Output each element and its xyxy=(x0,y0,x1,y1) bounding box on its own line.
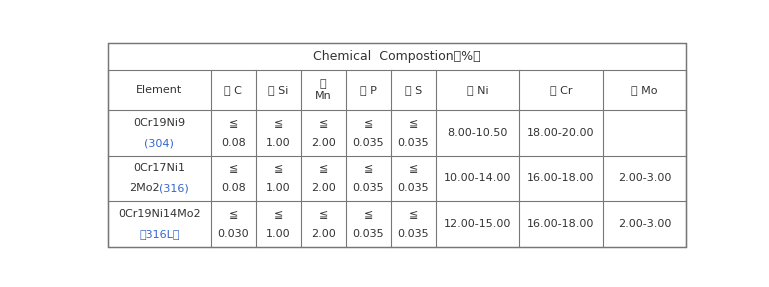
Text: 镖 Ni: 镖 Ni xyxy=(467,85,488,95)
Text: 0.030: 0.030 xyxy=(218,229,249,239)
Text: 0.035: 0.035 xyxy=(352,183,384,193)
Text: ≦: ≦ xyxy=(408,209,418,219)
Text: 1.00: 1.00 xyxy=(266,138,291,148)
Text: 0.035: 0.035 xyxy=(398,229,429,239)
Text: 2.00: 2.00 xyxy=(311,138,335,148)
Text: ≦: ≦ xyxy=(364,209,373,219)
Text: 18.00-20.00: 18.00-20.00 xyxy=(527,128,594,138)
Text: 0.08: 0.08 xyxy=(221,183,245,193)
Text: 1.00: 1.00 xyxy=(266,183,291,193)
Text: 0.08: 0.08 xyxy=(221,138,245,148)
Text: 2.00: 2.00 xyxy=(311,229,335,239)
Text: ≦: ≦ xyxy=(318,164,328,174)
Text: 10.00-14.00: 10.00-14.00 xyxy=(444,173,511,183)
Text: 8.00-10.50: 8.00-10.50 xyxy=(448,128,508,138)
Text: 0.035: 0.035 xyxy=(398,138,429,148)
Text: 16.00-18.00: 16.00-18.00 xyxy=(528,173,594,183)
Text: ≦: ≦ xyxy=(364,118,373,128)
Text: (316): (316) xyxy=(159,183,189,193)
Text: ≦: ≦ xyxy=(408,118,418,128)
Text: ≦: ≦ xyxy=(228,209,238,219)
Text: Chemical  Compostion（%）: Chemical Compostion（%） xyxy=(313,50,481,63)
Text: 鉄 Mo: 鉄 Mo xyxy=(631,85,657,95)
Text: (304): (304) xyxy=(145,138,175,148)
Text: 0Cr19Ni14Mo2: 0Cr19Ni14Mo2 xyxy=(118,209,201,219)
Text: ≦: ≦ xyxy=(318,209,328,219)
Text: 0.035: 0.035 xyxy=(398,183,429,193)
Text: 硫 S: 硫 S xyxy=(404,85,421,95)
Text: ≦: ≦ xyxy=(364,164,373,174)
Text: 16.00-18.00: 16.00-18.00 xyxy=(528,219,594,229)
Text: Mn: Mn xyxy=(315,91,331,101)
Text: ≦: ≦ xyxy=(228,164,238,174)
Text: 1.00: 1.00 xyxy=(266,229,291,239)
Text: 硃 C: 硃 C xyxy=(225,85,242,95)
Text: Element: Element xyxy=(136,85,182,95)
Text: ≦: ≦ xyxy=(318,118,328,128)
Text: 2.00: 2.00 xyxy=(311,183,335,193)
Text: 2.00-3.00: 2.00-3.00 xyxy=(618,219,671,229)
Text: 0.035: 0.035 xyxy=(352,138,384,148)
Text: ≦: ≦ xyxy=(274,164,283,174)
Text: 2.00-3.00: 2.00-3.00 xyxy=(618,173,671,183)
Text: 锨: 锨 xyxy=(320,79,327,89)
Text: 2Mo2: 2Mo2 xyxy=(128,183,159,193)
Text: （316L）: （316L） xyxy=(139,229,180,239)
Text: 0Cr17Ni1: 0Cr17Ni1 xyxy=(134,164,185,174)
Text: 12.00-15.00: 12.00-15.00 xyxy=(444,219,511,229)
Text: 硅 Si: 硅 Si xyxy=(268,85,288,95)
Text: ≦: ≦ xyxy=(274,118,283,128)
Text: ≦: ≦ xyxy=(408,164,418,174)
Text: 0.035: 0.035 xyxy=(352,229,384,239)
Text: 锂 Cr: 锂 Cr xyxy=(550,85,572,95)
Text: 磷 P: 磷 P xyxy=(360,85,377,95)
Text: ≦: ≦ xyxy=(274,209,283,219)
Text: 0Cr19Ni9: 0Cr19Ni9 xyxy=(133,118,185,128)
Text: ≦: ≦ xyxy=(228,118,238,128)
